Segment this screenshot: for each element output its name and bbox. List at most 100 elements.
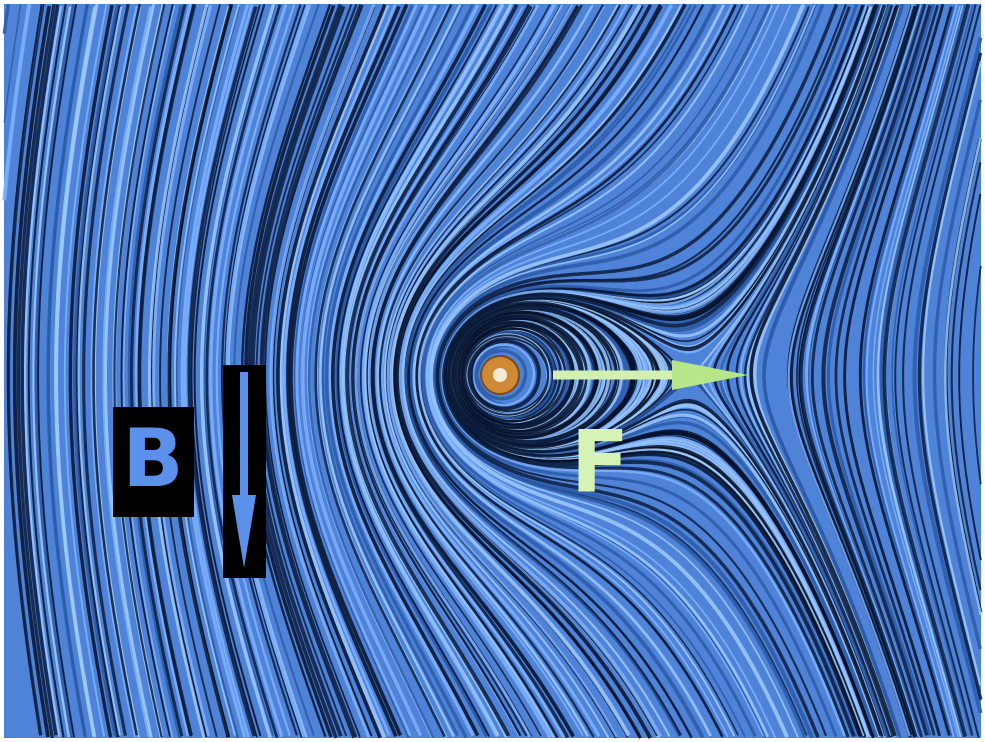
field-line (337, 4, 498, 737)
field-line (68, 4, 114, 738)
field-line (917, 52, 983, 701)
field-line (395, 3, 663, 739)
wire-core (493, 368, 507, 382)
field-line (130, 3, 187, 737)
field-line (120, 4, 174, 737)
field-line (402, 4, 683, 738)
field-line (159, 3, 221, 738)
field-line (90, 5, 139, 738)
field-line (787, 3, 914, 737)
field-line (151, 5, 213, 737)
field-line (54, 3, 99, 738)
field-line (104, 3, 156, 738)
field-line (359, 4, 551, 737)
field-line (330, 3, 488, 737)
field-line (77, 6, 123, 736)
field-label-box (113, 407, 194, 517)
field-line (409, 3, 717, 739)
field-line (269, 3, 376, 738)
field-line (335, 4, 493, 738)
field-line (912, 37, 983, 714)
field-line (113, 3, 166, 738)
field-line (74, 4, 122, 738)
field-line (429, 3, 806, 739)
field-line (389, 3, 642, 737)
field-line (958, 193, 982, 561)
field-lines (2, 3, 983, 739)
field-line (32, 6, 72, 738)
field-line (174, 3, 240, 736)
field-line (425, 4, 780, 737)
field-line (276, 3, 387, 739)
field-line (215, 3, 296, 737)
field-line (183, 3, 254, 738)
field-line (72, 3, 120, 737)
field-line (922, 60, 983, 686)
field-line (432, 3, 825, 738)
field-line (351, 4, 530, 737)
field-line (345, 3, 519, 737)
field-line (439, 3, 859, 738)
field-line (321, 3, 464, 737)
field-line (843, 3, 945, 737)
field-line (421, 4, 760, 737)
field-line (289, 3, 409, 737)
field-line (278, 4, 390, 739)
field-line (383, 4, 619, 739)
field-line (187, 6, 258, 737)
field-line (412, 3, 726, 737)
field-line (418, 4, 750, 737)
field-line (46, 3, 90, 738)
field-line (135, 3, 192, 737)
field-line (943, 137, 982, 616)
field-line (300, 3, 429, 737)
field-line (205, 4, 282, 739)
annotations: F B (113, 355, 748, 578)
field-line (127, 5, 184, 739)
field-line (902, 5, 982, 738)
field-line (283, 4, 397, 736)
field-line (314, 4, 453, 738)
field-line (371, 4, 583, 738)
field-line (762, 3, 905, 736)
field-line (122, 5, 176, 739)
field-line (8, 3, 45, 736)
field-line (167, 3, 234, 737)
field-line (862, 5, 955, 737)
field-line (12, 5, 52, 738)
field-line (407, 4, 705, 739)
field-line (2, 3, 32, 201)
field-line (295, 3, 418, 737)
field-line (386, 4, 628, 738)
field-line (193, 3, 266, 737)
field-line (796, 5, 917, 738)
field-line (858, 6, 953, 736)
field-line (879, 4, 968, 738)
field-line (894, 3, 977, 736)
field-line (362, 3, 557, 739)
field-line (147, 3, 209, 739)
field-line (82, 3, 130, 737)
field-line (364, 4, 563, 739)
field-line (821, 4, 933, 736)
field-line (427, 4, 792, 739)
field-line (27, 3, 67, 738)
field-line (739, 3, 896, 736)
field-line (422, 3, 772, 737)
field-line (826, 3, 935, 736)
field-line (447, 4, 887, 737)
field-line (340, 4, 505, 737)
field-line (20, 4, 60, 736)
field-label: B (123, 412, 184, 505)
field-line (447, 5, 884, 736)
force-arrow-head (672, 360, 748, 390)
field-line (445, 5, 877, 736)
field-line (749, 4, 900, 737)
field-line (393, 3, 652, 739)
field-line (972, 265, 982, 485)
field-line (891, 4, 974, 736)
field-line (328, 3, 480, 737)
field-line (375, 4, 594, 736)
field-line (6, 4, 43, 736)
